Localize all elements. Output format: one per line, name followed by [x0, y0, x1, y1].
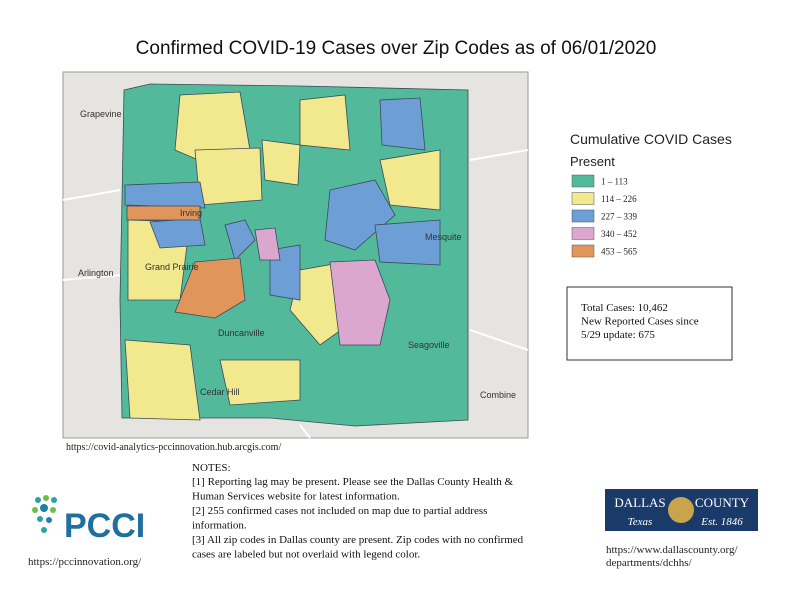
county-url: departments/dchhs/	[606, 557, 692, 569]
notes-heading: NOTES:	[192, 462, 231, 474]
place-label: Arlington	[78, 268, 114, 278]
notes-line: cases are labeled but not overlaid with …	[192, 549, 420, 561]
legend-label: 227 – 339	[601, 212, 638, 222]
place-label: Seagoville	[408, 340, 450, 350]
legend-label: 114 – 226	[601, 194, 637, 204]
pcci-logo: PCCI	[32, 495, 145, 545]
county-logo-name2: COUNTY	[695, 495, 750, 510]
summary-box	[566, 286, 733, 361]
summary-line: New Reported Cases since	[581, 316, 699, 328]
legend-label: 1 – 113	[601, 177, 628, 187]
summary-line: Total Cases: 10,462	[581, 302, 668, 314]
county-logo-name1: DALLAS	[614, 495, 665, 510]
pcci-url: https://pccinnovation.org/	[28, 556, 142, 568]
legend-swatch	[571, 209, 595, 223]
legend-swatch	[571, 192, 595, 205]
legend-label: 453 – 565	[601, 247, 638, 257]
place-label: Combine	[480, 390, 516, 400]
county-map	[119, 83, 469, 427]
map-source: https://covid-analytics-pccinnovation.hu…	[66, 442, 281, 453]
county-logo-est: Est. 1846	[700, 516, 743, 528]
place-label: Grand Prairie	[145, 262, 199, 272]
pcci-logo-text: PCCI	[64, 507, 145, 545]
legend-swatch	[571, 174, 595, 188]
place-label: Irving	[180, 208, 202, 218]
notes-line: [1] Reporting lag may be present. Please…	[192, 476, 513, 488]
legend-subtitle: Present	[570, 154, 615, 169]
legend-title: Cumulative COVID Cases	[570, 131, 732, 147]
county-url: https://www.dallascounty.org/	[606, 544, 739, 556]
notes-line: [2] 255 confirmed cases not included on …	[192, 505, 487, 517]
place-label: Cedar Hill	[200, 387, 240, 397]
title: Confirmed COVID-19 Cases over Zip Codes …	[136, 38, 657, 59]
notes-line: information.	[192, 520, 247, 532]
county-seal	[668, 497, 694, 523]
legend-swatch	[571, 244, 595, 258]
roads	[62, 149, 529, 439]
notes-line: Human Services website for latest inform…	[192, 491, 400, 503]
summary-line: 5/29 update: 675	[581, 329, 655, 341]
county-logo-state: Texas	[628, 516, 653, 528]
place-label: Mesquite	[425, 232, 462, 242]
place-label: Grapevine	[80, 109, 122, 119]
place-label: Duncanville	[218, 328, 265, 338]
notes-line: [3] All zip codes in Dallas county are p…	[192, 534, 524, 546]
legend-swatch	[571, 227, 595, 240]
legend-label: 340 – 452	[601, 229, 637, 239]
